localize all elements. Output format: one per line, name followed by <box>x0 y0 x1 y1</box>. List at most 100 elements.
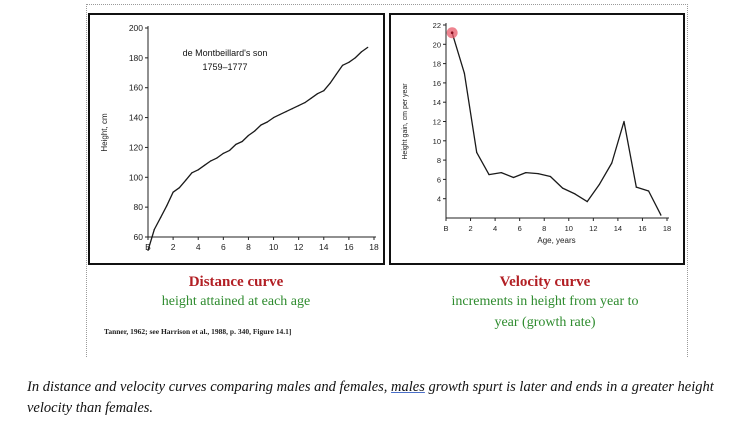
velocity-curve-title: Velocity curve <box>499 274 591 290</box>
x-axis-label: Age, years <box>537 236 575 245</box>
caption-paragraph: In distance and velocity curves comparin… <box>27 377 753 419</box>
data-point <box>354 57 356 59</box>
y-tick-label: 8 <box>437 156 441 165</box>
data-point <box>166 205 168 207</box>
data-point <box>549 175 551 178</box>
data-point <box>512 176 515 179</box>
caption-text-underlined: males <box>391 379 425 395</box>
x-tick-label: 14 <box>319 242 329 252</box>
data-point <box>310 97 312 99</box>
data-point <box>342 64 344 66</box>
data-point <box>316 93 319 95</box>
y-tick-label: 4 <box>437 195 441 204</box>
y-tick-label: 180 <box>129 53 143 63</box>
y-tick-label: 20 <box>433 40 441 49</box>
data-point <box>476 151 478 153</box>
distance-curve-title: Distance curve <box>188 274 284 290</box>
data-point <box>172 191 174 193</box>
data-point <box>159 216 162 219</box>
data-point <box>247 134 250 137</box>
data-point <box>298 105 300 107</box>
data-point <box>291 108 293 110</box>
data-point <box>147 249 149 252</box>
x-tick-label: 18 <box>663 224 671 233</box>
data-point <box>272 116 275 119</box>
y-tick-label: 100 <box>129 172 143 182</box>
data-point <box>360 51 363 53</box>
velocity-chart: B 2 4 6 8 10 12 14 16 18 4 6 8 10 12 14 16 18 20 22 Height g… <box>389 13 685 265</box>
y-tick-label: 160 <box>129 83 143 93</box>
x-tick-label: B <box>145 242 151 252</box>
y-tick-label: 60 <box>134 232 144 242</box>
y-axis-label: Height gain, cm per year <box>402 83 409 160</box>
data-point <box>260 124 262 126</box>
data-point <box>367 46 369 49</box>
data-point <box>500 172 502 174</box>
y-tick-label: 22 <box>433 21 441 30</box>
data-point <box>488 173 490 176</box>
annotation-line-1: de Montbeillard's son <box>183 48 268 58</box>
velocity-chart-plot: B 2 4 6 8 10 12 14 16 18 4 6 8 10 12 14 16 18 20 22 Height g… <box>402 21 671 245</box>
distance-chart-plot: B 2 4 6 8 10 12 14 16 18 60 80 100 120 140 160 180 200 Hei… <box>100 23 379 252</box>
data-point <box>304 102 306 104</box>
velocity-curve-subtitle-line2: year (growth rate) <box>494 315 596 330</box>
data-point <box>203 164 206 166</box>
data-point <box>525 172 527 174</box>
y-tick-label: 6 <box>437 175 441 184</box>
data-point <box>598 183 601 185</box>
x-tick-label: 10 <box>269 242 279 252</box>
y-tick-label: 80 <box>134 202 144 212</box>
series-line <box>451 32 662 216</box>
data-point <box>335 73 337 75</box>
data-point <box>279 113 281 116</box>
data-point <box>537 173 539 175</box>
x-tick-label: 14 <box>614 224 622 233</box>
x-tick-label: 2 <box>171 242 176 252</box>
y-tick-label: 200 <box>129 23 143 33</box>
velocity-curve-subtitle-line1: increments in height from year to <box>451 294 639 309</box>
x-tick-label: 12 <box>294 242 304 252</box>
data-point <box>623 120 625 123</box>
data-point <box>562 187 564 189</box>
caption-text-before: In distance and velocity curves comparin… <box>27 379 392 395</box>
x-tick-label: 18 <box>369 242 379 252</box>
data-point <box>266 121 268 123</box>
data-point <box>586 200 588 203</box>
data-point <box>229 149 231 152</box>
data-point <box>463 72 466 74</box>
data-point <box>329 82 331 84</box>
x-tick-label: 12 <box>589 224 597 233</box>
y-tick-label: 10 <box>433 137 441 146</box>
data-point <box>216 157 218 159</box>
x-tick-label: B <box>443 224 448 233</box>
x-tick-label: 4 <box>196 242 201 252</box>
series-line <box>147 46 369 251</box>
data-point <box>185 179 187 181</box>
data-point <box>660 214 662 216</box>
data-point <box>210 160 212 162</box>
x-tick-label: 4 <box>493 224 497 233</box>
distance-curve-subtitle: height attained at each age <box>161 294 311 309</box>
y-tick-label: 16 <box>433 79 441 88</box>
y-axis-label: Height, cm <box>100 113 109 152</box>
data-point <box>222 152 224 154</box>
x-tick-label: 16 <box>638 224 646 233</box>
x-tick-label: 6 <box>518 224 522 233</box>
x-tick-label: 8 <box>246 242 251 252</box>
data-point <box>235 143 237 146</box>
y-tick-label: 18 <box>433 60 441 69</box>
x-tick-label: 2 <box>468 224 472 233</box>
data-point <box>323 90 325 92</box>
data-point <box>647 190 650 192</box>
x-tick-label: 8 <box>542 224 546 233</box>
data-point <box>348 61 350 63</box>
data-point <box>153 228 155 231</box>
annotation-line-2: 1759–1777 <box>202 62 247 72</box>
y-tick-label: 12 <box>433 118 441 127</box>
data-point <box>611 162 613 164</box>
data-point <box>574 193 576 195</box>
y-tick-label: 120 <box>129 142 143 152</box>
y-tick-label: 14 <box>433 98 441 107</box>
x-tick-label: 10 <box>565 224 573 233</box>
cursor-highlight-center <box>450 31 454 35</box>
